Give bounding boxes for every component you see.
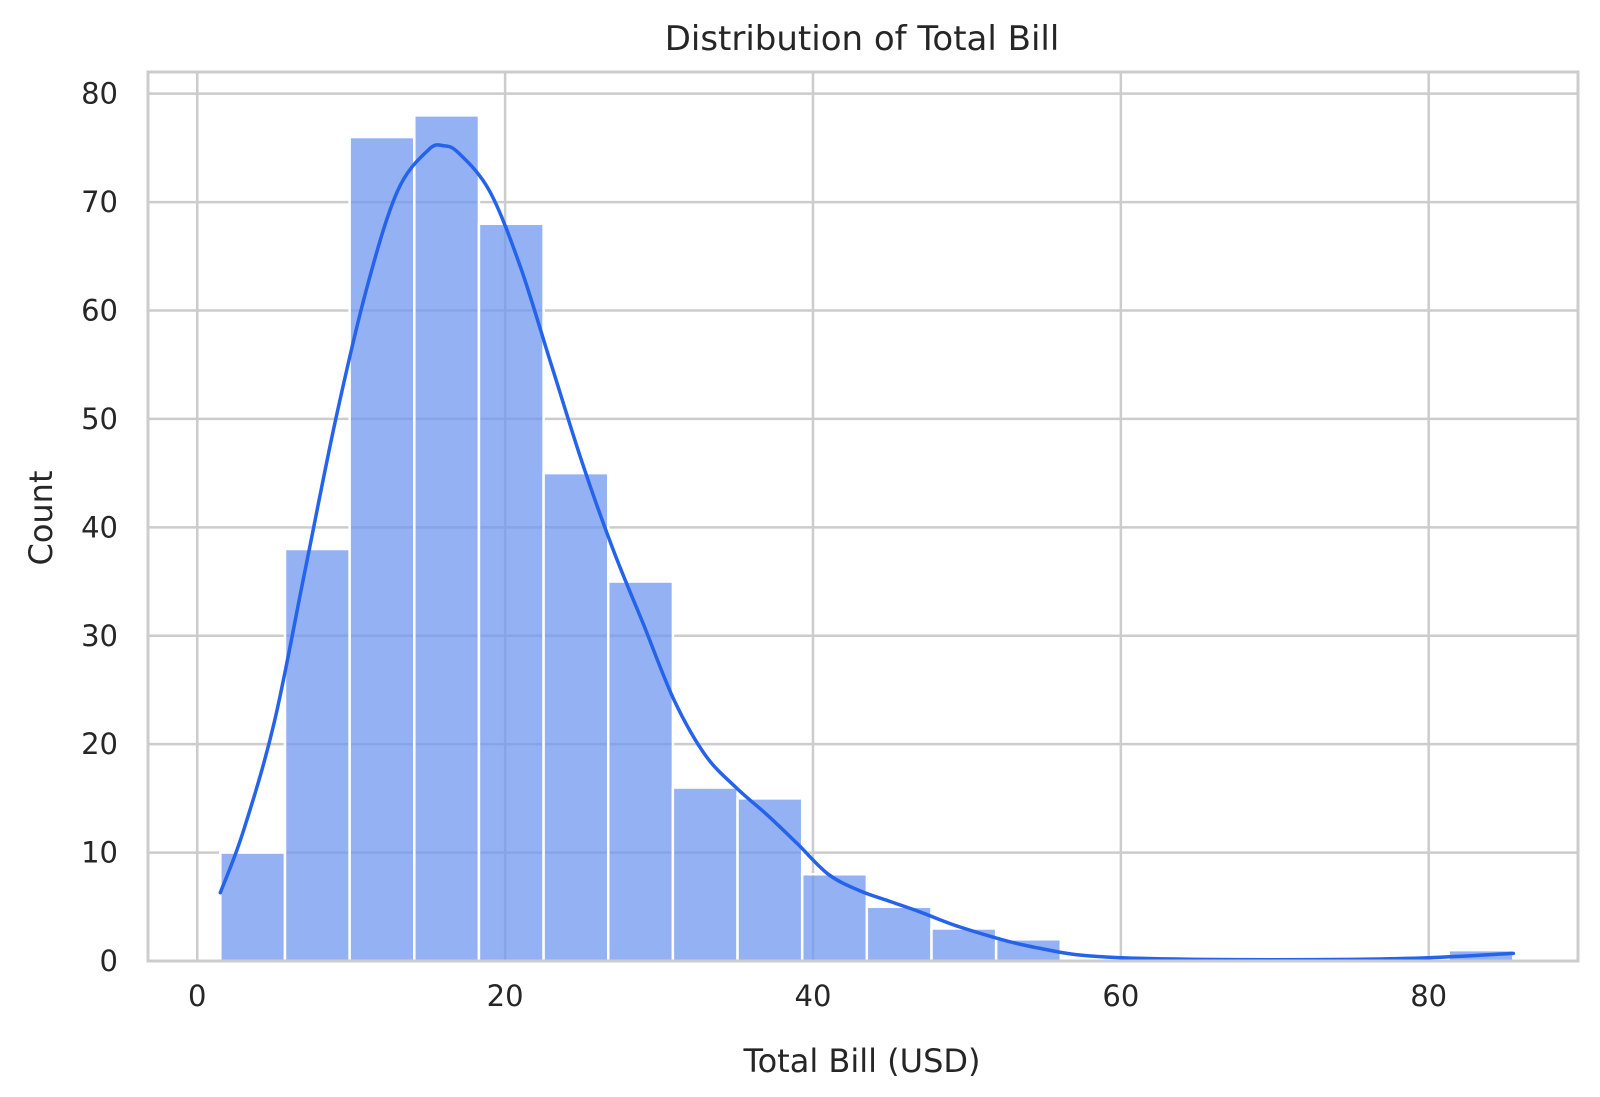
y-tick-label: 40	[81, 510, 118, 544]
histogram-bar	[283, 547, 351, 963]
y-tick-label: 50	[81, 402, 118, 436]
x-tick-label: 60	[1102, 979, 1139, 1013]
chart-title: Distribution of Total Bill	[665, 19, 1060, 59]
plot-frame	[146, 70, 1580, 963]
histogram-bar	[865, 905, 933, 963]
y-tick-label: 80	[81, 77, 118, 111]
x-tick-label: 0	[188, 979, 206, 1013]
y-tick-label: 0	[100, 944, 118, 978]
histogram-bar	[800, 873, 869, 963]
y-tick-label: 70	[81, 185, 118, 219]
histogram-bars	[219, 114, 1515, 963]
histogram-bar	[477, 222, 545, 963]
x-tick-label: 40	[795, 979, 832, 1013]
histogram-bar	[606, 580, 675, 963]
x-axis-ticks: 0 20 40 60 80	[188, 979, 1447, 1013]
y-tick-label: 30	[81, 619, 118, 653]
x-axis-label: Total Bill (USD)	[742, 1042, 980, 1080]
x-tick-label: 80	[1410, 979, 1447, 1013]
x-tick-label: 20	[487, 979, 524, 1013]
kde-curve	[218, 143, 1516, 962]
y-tick-label: 20	[81, 727, 118, 761]
histogram-bar	[542, 471, 610, 963]
histogram-bar	[348, 135, 416, 963]
y-axis-ticks: 0 10 20 30 40 50 60 70 80	[81, 77, 118, 978]
y-axis-label: Count	[22, 470, 60, 565]
y-tick-label: 60	[81, 294, 118, 328]
histogram-bar	[736, 797, 804, 963]
histogram-bar	[671, 786, 739, 963]
y-tick-label: 10	[81, 836, 118, 870]
histogram-bar	[413, 114, 481, 963]
